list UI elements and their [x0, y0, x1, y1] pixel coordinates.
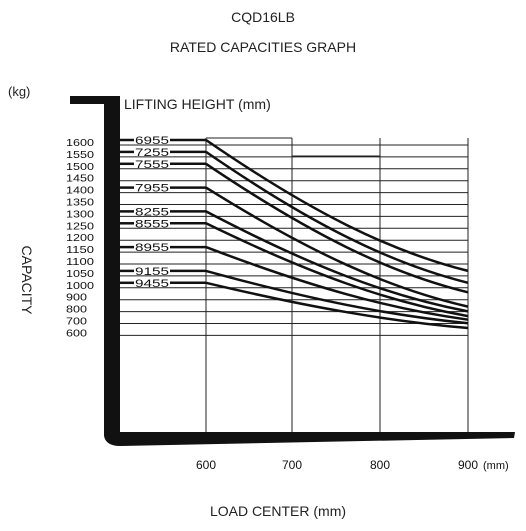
series-curve — [205, 269, 469, 325]
chart-subtitle: RATED CAPACITIES GRAPH — [170, 39, 356, 55]
y-tick-label: 1350 — [66, 197, 94, 209]
series-label: 7555 — [135, 159, 169, 171]
y-tick-label: 1450 — [66, 173, 94, 185]
series-label: 7955 — [135, 183, 169, 195]
series-8955: 8955 — [120, 242, 469, 321]
x-tick-label: 900 — [458, 458, 478, 472]
x-tick-label: 700 — [282, 458, 302, 472]
x-tick-label: 600 — [196, 458, 216, 472]
fork-frame — [70, 96, 515, 446]
y-tick-labels: 1600155015001450140013501300125012001150… — [66, 137, 94, 339]
y-tick-label: 900 — [66, 292, 87, 304]
x-unit-label: (mm) — [483, 460, 509, 472]
series-6955: 6955 — [120, 135, 469, 273]
y-tick-label: 1250 — [66, 220, 94, 232]
y-unit-label: (kg) — [8, 84, 30, 99]
series-title: LIFTING HEIGHT (mm) — [124, 96, 271, 112]
y-tick-label: 1400 — [66, 185, 94, 197]
y-tick-label: 1150 — [66, 244, 94, 256]
y-tick-label: 1050 — [66, 268, 94, 280]
series-8255: 8255 — [120, 206, 469, 313]
series-curve — [205, 210, 469, 313]
y-tick-label: 1200 — [66, 232, 94, 244]
y-tick-label: 1300 — [66, 208, 94, 220]
y-tick-label: 600 — [66, 327, 87, 339]
series-label: 8255 — [135, 206, 169, 218]
series-label: 9455 — [135, 278, 169, 290]
series-curve — [205, 222, 469, 318]
x-axis-label: LOAD CENTER (mm) — [210, 503, 346, 519]
y-tick-label: 700 — [66, 316, 87, 328]
series-9155: 9155 — [120, 266, 469, 325]
series-curve — [205, 245, 469, 321]
chart-title: CQD16LB — [231, 9, 295, 25]
series-label: 8555 — [135, 218, 169, 230]
series-curve — [205, 186, 469, 308]
series-curve — [205, 150, 469, 285]
series-curve — [205, 162, 469, 294]
series-curve — [205, 138, 469, 273]
grid — [120, 137, 469, 432]
y-tick-label: 1550 — [66, 149, 94, 161]
y-tick-label: 1100 — [66, 256, 94, 268]
x-tick-label: 800 — [370, 458, 390, 472]
series-label: 6955 — [135, 135, 169, 147]
series-9455: 9455 — [120, 278, 469, 330]
y-tick-label: 1600 — [66, 137, 94, 149]
series-label: 9155 — [135, 266, 169, 278]
y-tick-label: 800 — [66, 304, 87, 316]
series-curve — [205, 281, 469, 330]
y-tick-label: 1000 — [66, 280, 94, 292]
series-7255: 7255 — [120, 147, 469, 285]
series-8555: 8555 — [120, 218, 469, 318]
series-label: 7255 — [135, 147, 169, 159]
x-tick-labels: 600 700 800 900 — [196, 458, 478, 472]
series-label: 8955 — [135, 242, 169, 254]
y-tick-label: 1500 — [66, 161, 94, 173]
y-axis-label: CAPACITY — [19, 246, 35, 316]
series-7955: 7955 — [120, 183, 469, 308]
series-7555: 7555 — [120, 159, 469, 294]
